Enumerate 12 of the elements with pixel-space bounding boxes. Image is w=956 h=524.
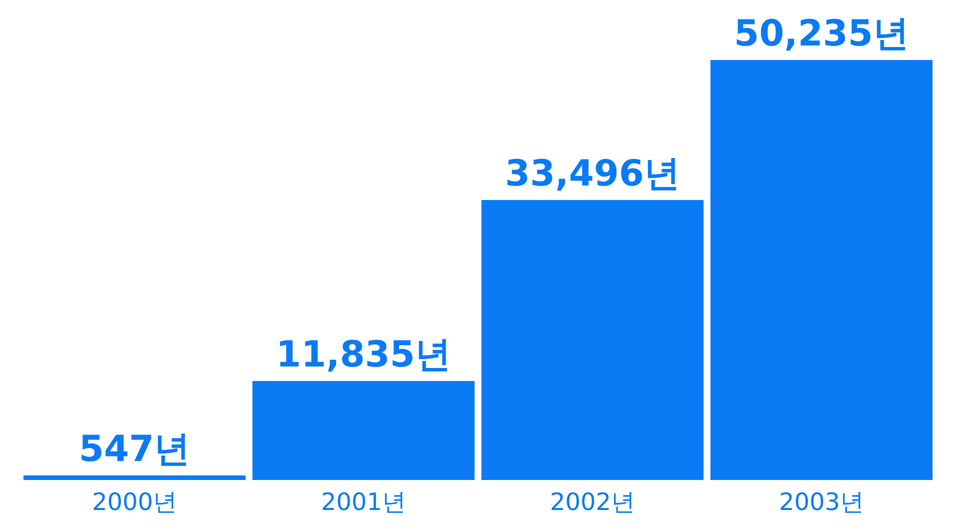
- x-tick-label: 2002년: [550, 488, 636, 516]
- x-tick-label: 2000년: [92, 488, 178, 516]
- data-label: 547년: [78, 428, 190, 470]
- bar: [710, 60, 933, 480]
- bar: [252, 381, 475, 480]
- bar: [481, 200, 704, 480]
- x-tick-label: 2003년: [778, 488, 864, 516]
- x-tick-label: 2001년: [320, 488, 406, 516]
- data-label: 33,496년: [505, 153, 680, 194]
- bar: [23, 475, 246, 480]
- data-label: 11,835년: [276, 334, 451, 376]
- data-label: 50,235년: [734, 14, 909, 54]
